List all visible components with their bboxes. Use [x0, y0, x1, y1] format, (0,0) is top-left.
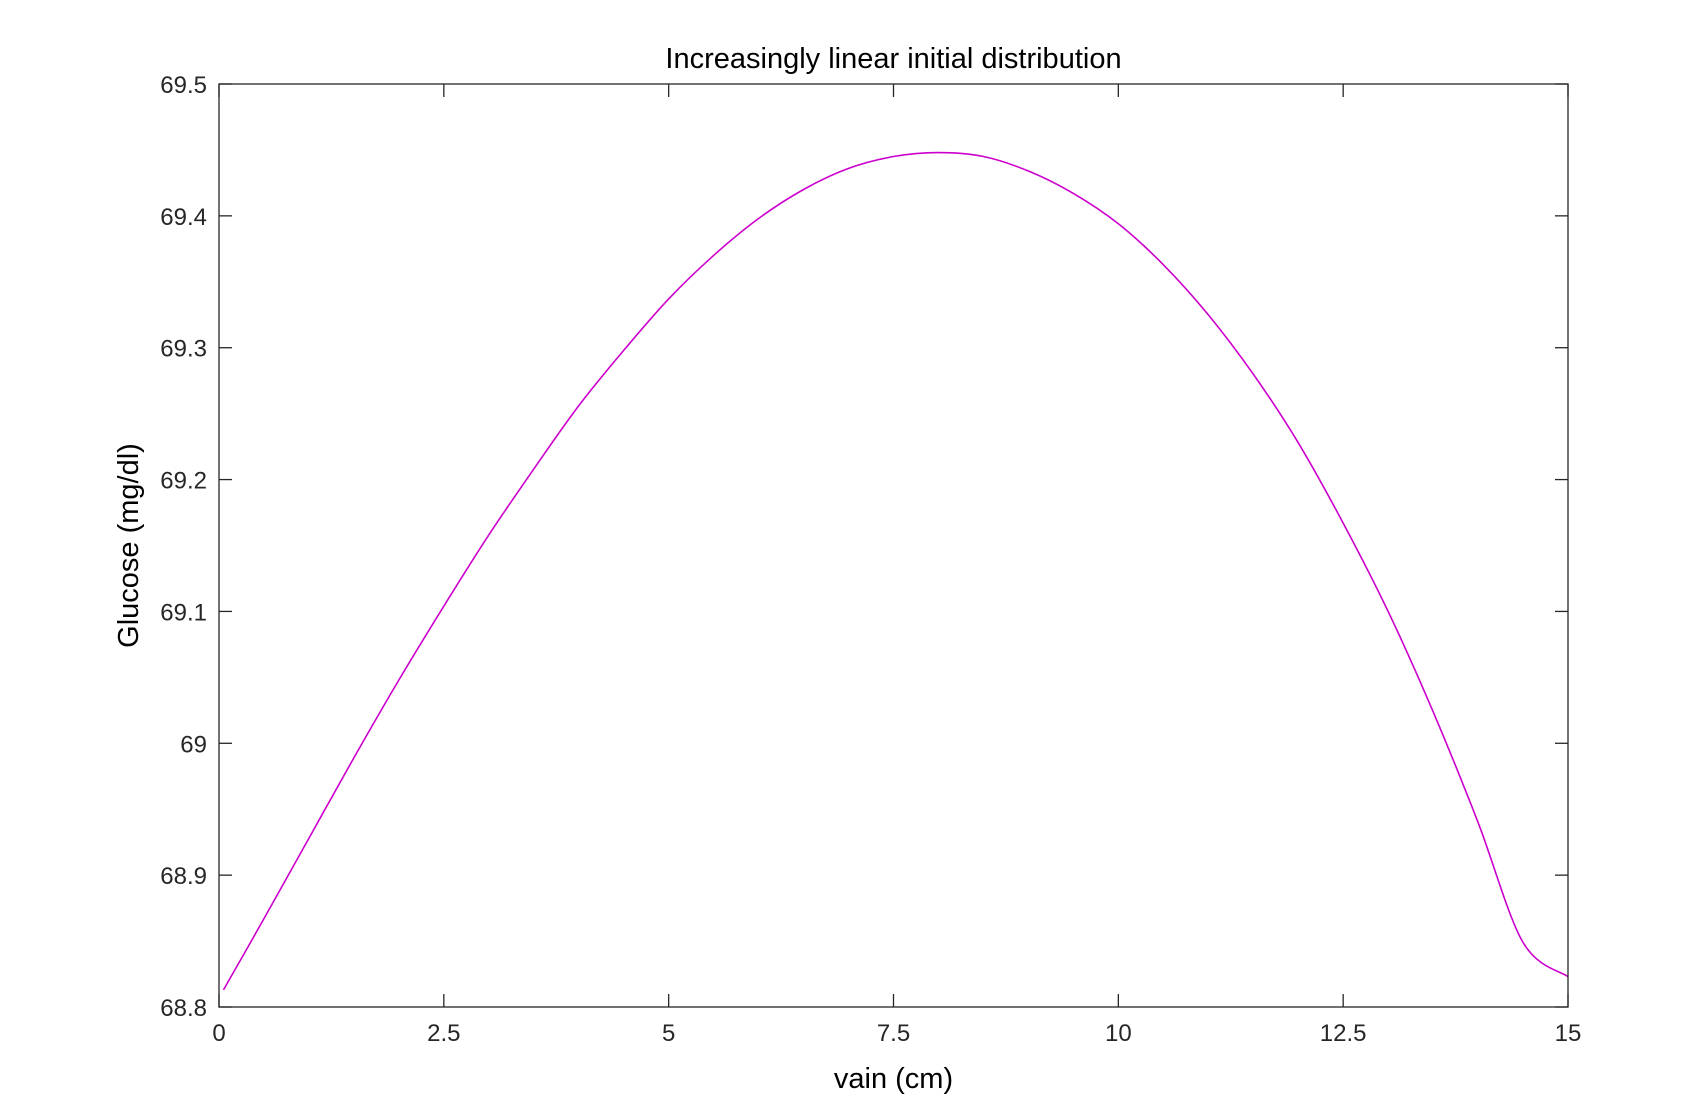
- x-axis-label: vain (cm): [834, 1063, 953, 1095]
- y-tick-label: 69.2: [160, 468, 207, 495]
- x-tick-label: 12.5: [1320, 1020, 1367, 1047]
- y-tick-label: 68.9: [160, 863, 207, 890]
- series-line: [222, 151, 1569, 991]
- chart-title: Increasingly linear initial distribution: [665, 43, 1121, 75]
- y-tick-label: 69.4: [160, 204, 207, 231]
- x-tick-label: 2.5: [427, 1020, 460, 1047]
- x-tick-label: 15: [1555, 1020, 1582, 1047]
- y-tick-label: 69.3: [160, 336, 207, 363]
- series-layer: [222, 151, 1569, 991]
- y-tick-label: 68.8: [160, 995, 207, 1022]
- y-axis-label: Glucose (mg/dl): [113, 443, 145, 648]
- y-tick-label: 69.1: [160, 599, 207, 626]
- x-tick-label: 0: [212, 1020, 225, 1047]
- y-tick-label: 69: [180, 731, 207, 758]
- x-tick-label: 7.5: [877, 1020, 910, 1047]
- x-tick-label: 10: [1105, 1020, 1132, 1047]
- ticks-layer: 0 2.5 5 7.5 10 12.5 15 68.8 68.9 69 69.1 69.2 69.3 69…: [160, 72, 1581, 1047]
- plot-frame: [218, 83, 1569, 1008]
- x-tick-label: 5: [662, 1020, 675, 1047]
- y-tick-label: 69.5: [160, 72, 207, 99]
